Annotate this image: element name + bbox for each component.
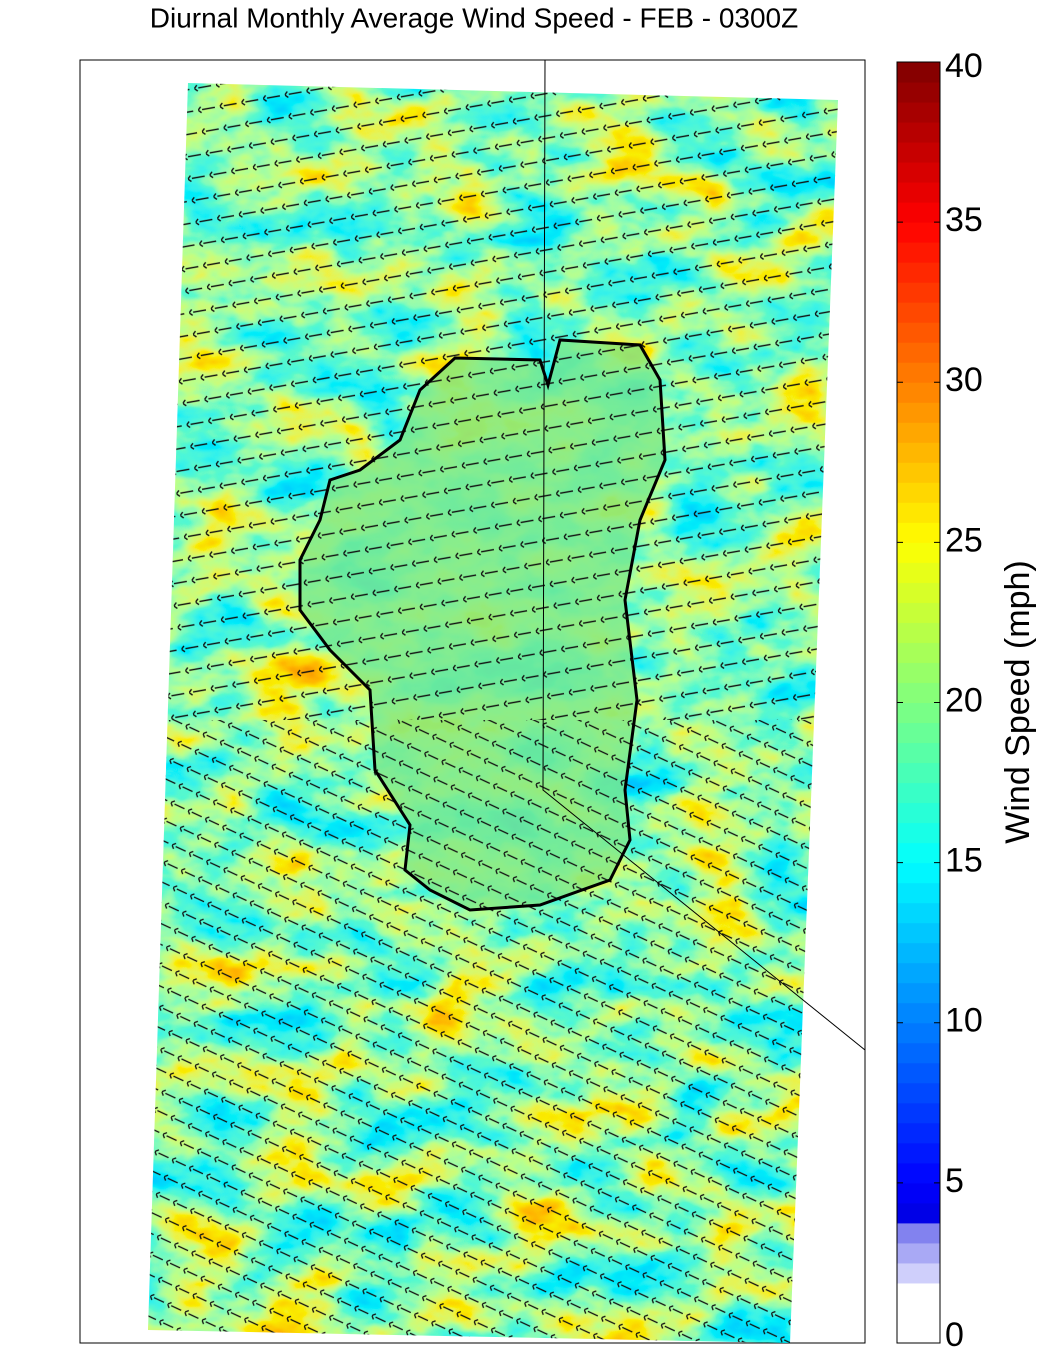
- colorbar-band: [897, 1202, 940, 1224]
- colorbar-band: [897, 242, 940, 263]
- colorbar-band: [897, 582, 940, 603]
- colorbar-band: [897, 802, 940, 824]
- colorbar-tick-label: 35: [945, 201, 983, 239]
- colorbar-band: [897, 462, 940, 483]
- colorbar-band: [897, 1262, 940, 1284]
- colorbar-band: [897, 1002, 940, 1024]
- colorbar-tick-label: 0: [945, 1316, 964, 1354]
- colorbar-band: [897, 382, 940, 403]
- colorbar-band: [897, 322, 940, 343]
- colorbar-band: [897, 962, 940, 984]
- colorbar-band: [897, 662, 940, 683]
- colorbar-band: [897, 1102, 940, 1124]
- colorbar-tick-label: 25: [945, 521, 983, 559]
- colorbar-band: [897, 482, 940, 503]
- colorbar-band: [897, 1062, 940, 1084]
- colorbar-band: [897, 722, 940, 744]
- colorbar-tick-label: 10: [945, 1002, 983, 1040]
- colorbar-band: [897, 142, 940, 163]
- colorbar-band: [897, 602, 940, 623]
- colorbar-band: [897, 882, 940, 904]
- colorbar-band: [897, 1042, 940, 1064]
- colorbar-band: [897, 502, 940, 523]
- colorbar-band: [897, 562, 940, 583]
- colorbar-tick-label: 15: [945, 842, 983, 880]
- colorbar-band: [897, 162, 940, 183]
- colorbar-band: [897, 282, 940, 303]
- colorbar-band: [897, 762, 940, 784]
- colorbar-band: [897, 202, 940, 223]
- colorbar-band: [897, 862, 940, 884]
- colorbar-band: [897, 222, 940, 243]
- colorbar-band: [897, 702, 940, 724]
- colorbar-band: [897, 1282, 940, 1304]
- wind-vectors: [148, 83, 838, 720]
- colorbar-band: [897, 1182, 940, 1204]
- colorbar-band: [897, 622, 940, 643]
- lake-outline: [298, 338, 667, 912]
- colorbar-band: [897, 1122, 940, 1144]
- colorbar-band: [897, 362, 940, 383]
- colorbar-tick-label: 5: [945, 1162, 964, 1200]
- state-boundary: [542, 59, 866, 1051]
- colorbar-band: [897, 522, 940, 543]
- wind-field: [148, 83, 838, 1343]
- colorbar-band: [897, 122, 940, 143]
- colorbar-tick-label: 30: [945, 361, 983, 399]
- colorbar-band: [897, 842, 940, 864]
- colorbar-band: [897, 542, 940, 563]
- colorbar-band: [897, 1242, 940, 1264]
- colorbar-label: Wind Speed (mph): [999, 560, 1037, 843]
- colorbar-tick-label: 40: [945, 47, 983, 85]
- colorbar-band: [897, 1302, 940, 1324]
- colorbar-band: [897, 942, 940, 964]
- colorbar-band: [897, 1322, 940, 1344]
- colorbar-band: [897, 822, 940, 844]
- colorbar-tick-label: 20: [945, 681, 983, 719]
- colorbar-band: [897, 182, 940, 203]
- wind-vectors: [148, 720, 838, 1343]
- colorbar-band: [897, 82, 940, 103]
- colorbar-band: [897, 1022, 940, 1044]
- colorbar-band: [897, 1222, 940, 1244]
- colorbar: 0 5 10 15 20 25 30 35 40: [896, 47, 983, 1354]
- colorbar-band: [897, 922, 940, 944]
- colorbar-band: [897, 1162, 940, 1184]
- colorbar-band: [897, 62, 940, 83]
- colorbar-band: [897, 642, 940, 663]
- colorbar-band: [897, 102, 940, 123]
- colorbar-band: [897, 1082, 940, 1104]
- colorbar-band: [897, 1142, 940, 1164]
- colorbar-band: [897, 682, 940, 703]
- colorbar-band: [897, 302, 940, 323]
- colorbar-band: [897, 262, 940, 283]
- colorbar-band: [897, 342, 940, 363]
- colorbar-band: [897, 982, 940, 1004]
- colorbar-band: [897, 782, 940, 804]
- colorbar-band: [897, 742, 940, 764]
- title: Diurnal Monthly Average Wind Speed - FEB…: [150, 2, 798, 33]
- colorbar-band: [897, 902, 940, 924]
- colorbar-band: [897, 422, 940, 443]
- colorbar-band: [897, 402, 940, 423]
- colorbar-band: [897, 442, 940, 463]
